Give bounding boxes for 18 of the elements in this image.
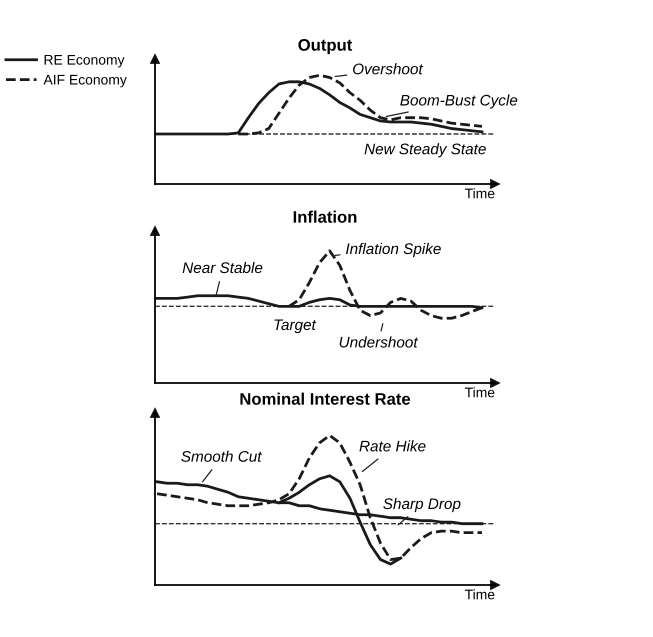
chart-title: Nominal Interest Rate	[240, 392, 410, 405]
x-axis-title: Time	[464, 188, 494, 198]
chart-title: Output	[298, 39, 352, 54]
x-axis-title: Time	[464, 387, 494, 398]
legend-label: RE Economy	[44, 55, 124, 68]
annotation: Rate Hike	[359, 440, 426, 452]
annotation: Boom-Bust Cycle	[400, 94, 518, 109]
legend-label: AIF Economy	[44, 74, 127, 88]
chart-title: Inflation	[294, 210, 356, 223]
annotation: Sharp Drop	[383, 498, 460, 512]
text: Overshoot	[353, 63, 424, 74]
annotation: Inflation Spike	[346, 242, 441, 258]
annotation: Target	[274, 319, 316, 334]
annotation: Smooth Cut	[181, 450, 262, 462]
annotation: New Steady State	[364, 143, 486, 158]
annotation: Undershoot	[340, 336, 418, 348]
x-axis-title: Time	[464, 589, 494, 600]
annotation: Near Stable	[182, 262, 262, 274]
